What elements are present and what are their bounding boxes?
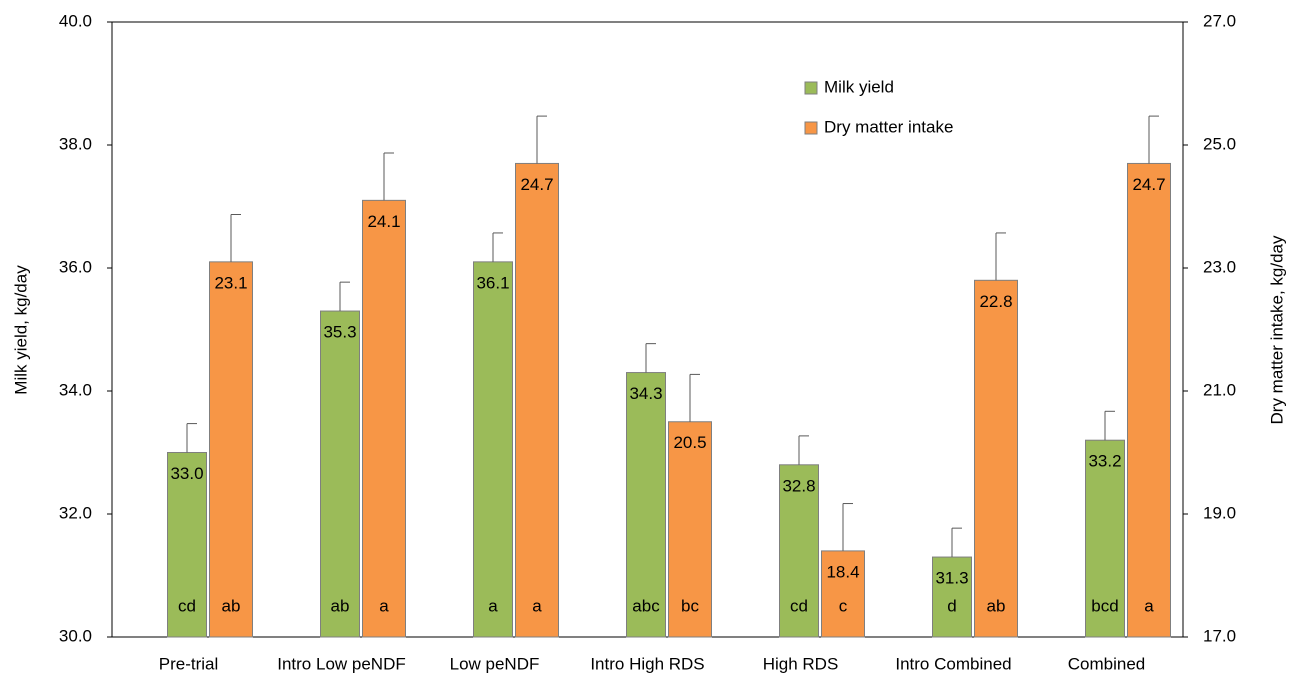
value-label: 36.1 xyxy=(476,273,509,292)
significance-letter: a xyxy=(379,596,389,615)
value-label: 35.3 xyxy=(323,323,356,342)
value-label: 34.3 xyxy=(629,384,662,403)
significance-letter: ab xyxy=(987,596,1006,615)
bar xyxy=(974,279,1018,638)
value-label: 32.8 xyxy=(782,476,815,495)
x-tick-label: High RDS xyxy=(763,654,839,673)
value-label: 24.7 xyxy=(520,175,553,194)
significance-letter: abc xyxy=(632,596,660,615)
value-label: 24.7 xyxy=(1132,175,1165,194)
significance-letter: bc xyxy=(681,596,699,615)
legend-swatch xyxy=(804,121,818,135)
legend-label: Milk yield xyxy=(824,77,894,96)
value-label: 24.1 xyxy=(367,212,400,231)
bar xyxy=(779,464,819,638)
significance-letter: ab xyxy=(222,596,241,615)
x-tick-label: Intro Low peNDF xyxy=(277,654,406,673)
significance-letter: ab xyxy=(331,596,350,615)
significance-letter: a xyxy=(1144,596,1154,615)
significance-letter: a xyxy=(488,596,498,615)
bar xyxy=(167,452,207,638)
value-label: 33.0 xyxy=(170,464,203,483)
bar xyxy=(668,421,712,638)
y2-tick-label: 19.0 xyxy=(1203,503,1236,522)
significance-letter: a xyxy=(532,596,542,615)
value-label: 31.3 xyxy=(935,569,968,588)
bar xyxy=(209,261,253,638)
y-tick-label: 38.0 xyxy=(59,134,92,153)
y-tick-label: 30.0 xyxy=(59,626,92,645)
bar xyxy=(1085,439,1125,638)
significance-letter: d xyxy=(947,596,956,615)
value-label: 23.1 xyxy=(214,273,247,292)
y2-tick-label: 21.0 xyxy=(1203,380,1236,399)
x-tick-label: Low peNDF xyxy=(450,654,540,673)
y2-tick-label: 23.0 xyxy=(1203,257,1236,276)
bar xyxy=(1127,162,1171,638)
y2-tick-label: 25.0 xyxy=(1203,134,1236,153)
bar xyxy=(362,199,406,638)
significance-letter: cd xyxy=(790,596,808,615)
x-tick-label: Combined xyxy=(1068,654,1146,673)
bar xyxy=(473,261,513,638)
y-tick-label: 32.0 xyxy=(59,503,92,522)
x-tick-label: Pre-trial xyxy=(159,654,219,673)
value-label: 18.4 xyxy=(826,562,859,581)
bar xyxy=(932,556,972,638)
x-tick-label: Intro High RDS xyxy=(590,654,704,673)
y-tick-label: 40.0 xyxy=(59,11,92,30)
significance-letter: cd xyxy=(178,596,196,615)
y-axis-label: Milk yield, kg/day xyxy=(11,265,30,395)
significance-letter: c xyxy=(839,596,848,615)
y2-axis-label: Dry matter intake, kg/day xyxy=(1267,235,1286,424)
significance-letter: bcd xyxy=(1091,596,1118,615)
x-tick-label: Intro Combined xyxy=(895,654,1011,673)
legend-label: Dry matter intake xyxy=(824,117,953,136)
bar xyxy=(515,162,559,638)
y2-tick-label: 17.0 xyxy=(1203,626,1236,645)
bar xyxy=(821,550,865,638)
y-tick-label: 34.0 xyxy=(59,380,92,399)
value-label: 33.2 xyxy=(1088,452,1121,471)
legend-swatch xyxy=(804,81,818,95)
y-tick-label: 36.0 xyxy=(59,257,92,276)
y2-tick-label: 27.0 xyxy=(1203,11,1236,30)
bar xyxy=(320,310,360,638)
value-label: 22.8 xyxy=(979,292,1012,311)
value-label: 20.5 xyxy=(673,433,706,452)
